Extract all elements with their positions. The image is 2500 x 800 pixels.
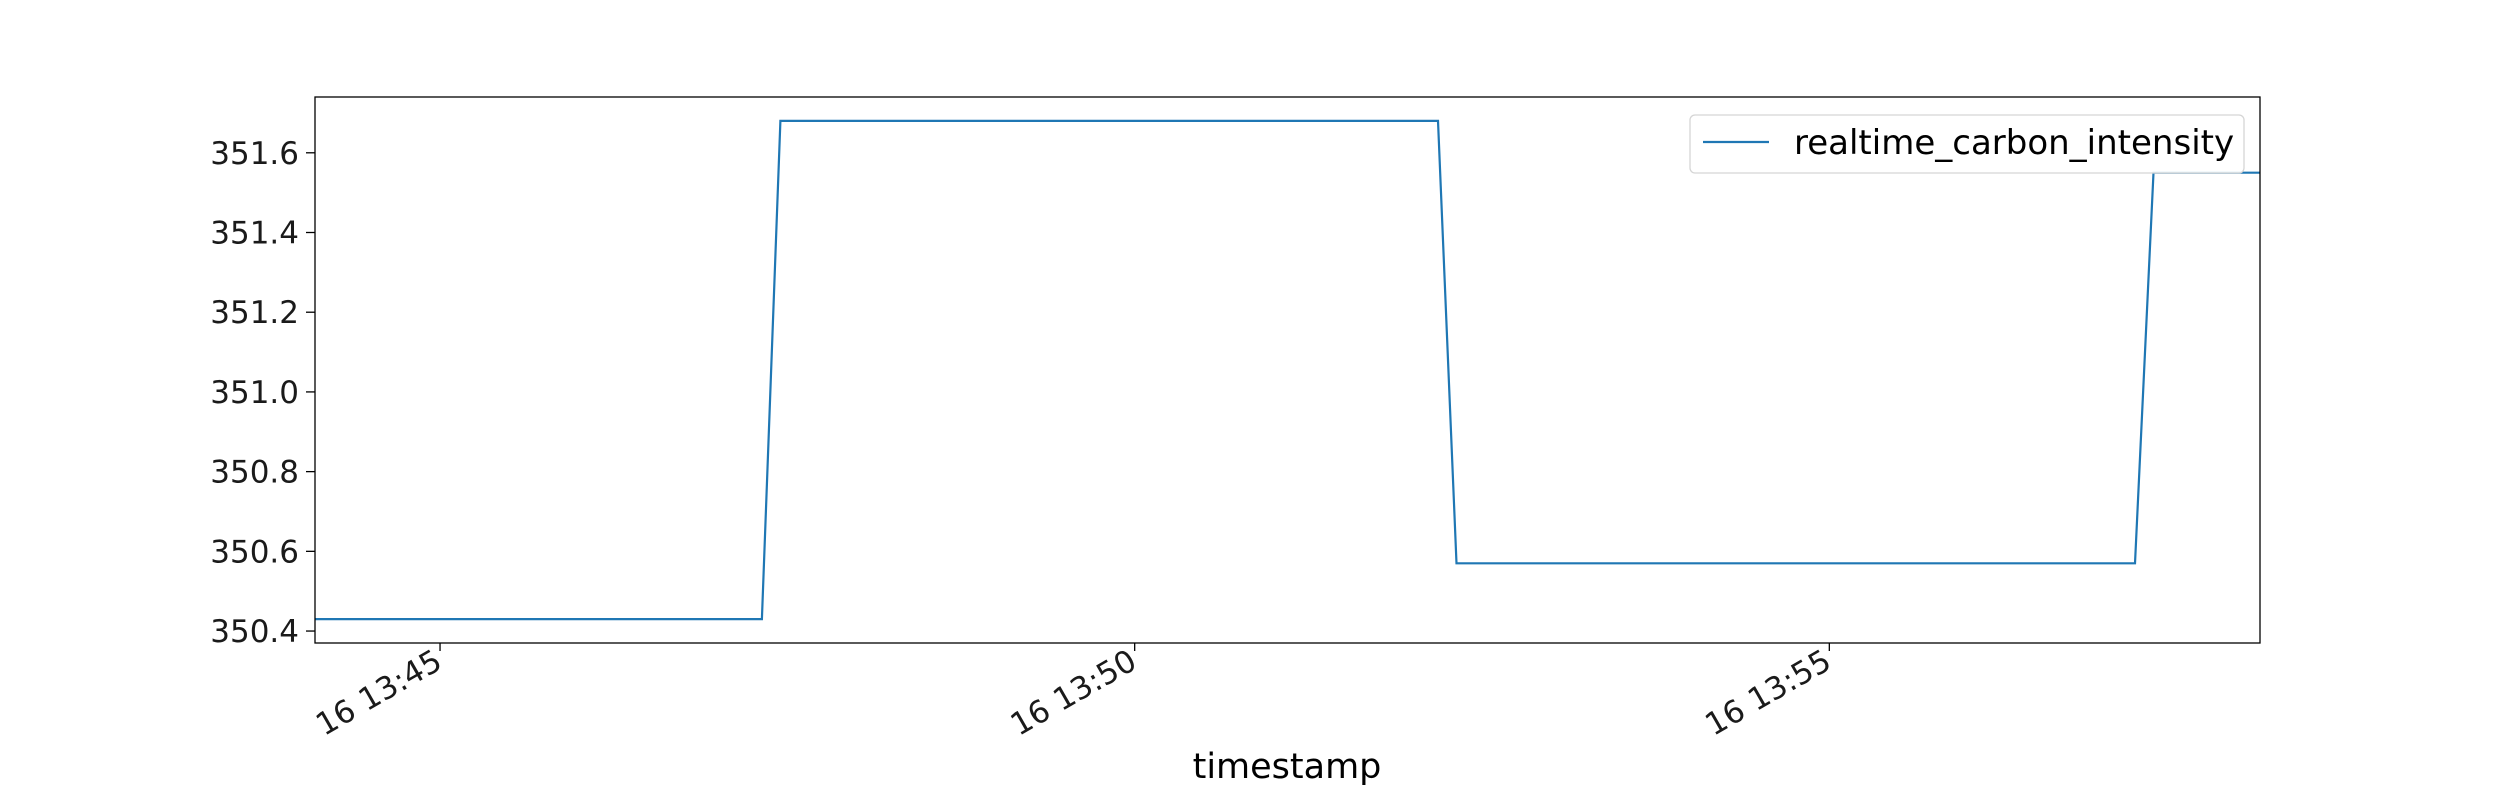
y-tick-label: 350.6: [210, 534, 299, 570]
x-tick-label: 16 13:45: [310, 643, 448, 743]
y-axis: 350.4 350.6 350.8 351.0 351.2 351.4 351.6: [210, 136, 315, 650]
x-tick-label: 16 13:50: [1005, 643, 1143, 743]
y-tick-label: 351.2: [210, 295, 299, 331]
legend-box: [1689, 114, 2245, 174]
y-tick-label: 351.4: [210, 216, 299, 252]
legend: realtime_carbon_intensity: [1689, 114, 2245, 174]
y-tick-label: 350.4: [210, 614, 299, 650]
y-tick-label: 350.8: [210, 455, 299, 491]
y-tick-label: 351.6: [210, 136, 299, 172]
plot-frame: [314, 96, 2261, 644]
y-tick-label: 351.0: [210, 375, 299, 411]
series-line-0: [315, 119, 2260, 621]
legend-label: realtime_carbon_intensity: [1794, 123, 2234, 163]
x-axis: 16 13:45 16 13:50 16 13:55: [310, 643, 1837, 743]
plot-background: [315, 97, 2260, 643]
x-axis-label: timestamp: [1193, 747, 1382, 787]
x-tick-label: 16 13:55: [1699, 643, 1837, 743]
series-layer: [315, 119, 2260, 621]
